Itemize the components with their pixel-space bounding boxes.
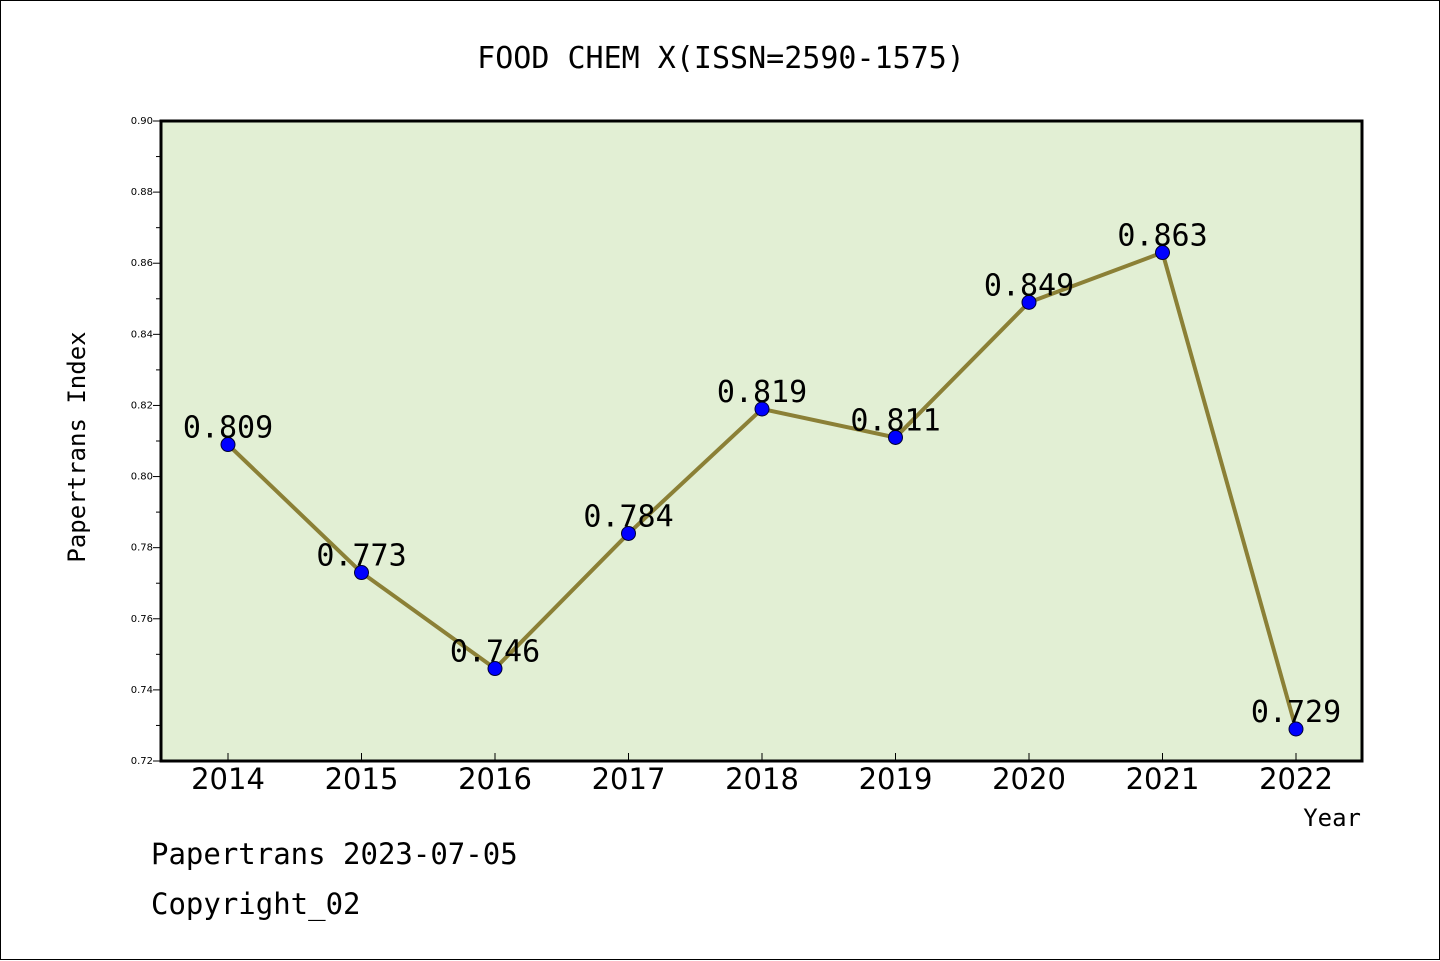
x-tick-label: 2016 xyxy=(458,762,532,796)
data-label: 0.863 xyxy=(1117,219,1207,254)
footer-copyright: Copyright_02 xyxy=(151,887,361,921)
x-tick-label: 2017 xyxy=(592,762,666,796)
data-point xyxy=(754,401,770,417)
y-tick-label: 0.86 xyxy=(131,258,153,269)
data-label: 0.849 xyxy=(984,268,1074,303)
data-point xyxy=(487,661,503,677)
data-label: 0.819 xyxy=(717,375,807,410)
x-tick-label: 2018 xyxy=(725,762,799,796)
data-label: 0.773 xyxy=(316,539,406,574)
data-point xyxy=(621,525,636,541)
data-label: 0.746 xyxy=(450,635,540,670)
data-point xyxy=(354,565,369,581)
x-tick-label: 2014 xyxy=(191,762,265,796)
data-point xyxy=(1288,721,1304,737)
x-tick-label: 2022 xyxy=(1259,762,1333,796)
data-label: 0.729 xyxy=(1251,695,1341,730)
x-tick-label: 2020 xyxy=(992,762,1066,796)
y-axis-label: Papertrans Index xyxy=(63,331,91,562)
data-label: 0.784 xyxy=(583,499,673,534)
x-axis-ticks: 2014 2015 2016 2017 2018 2019 2020 2021 2022 xyxy=(191,753,1333,796)
chart-title: FOOD CHEM X(ISSN=2590-1575) xyxy=(477,41,965,76)
data-label: 0.809 xyxy=(183,411,273,446)
data-point xyxy=(220,437,236,453)
data-point xyxy=(1155,245,1170,261)
y-axis-ticks: 0.72 0.74 0.76 0.78 0.80 0.82 0.84 0.86 0.88 0.90 xyxy=(131,116,161,767)
y-tick-label: 0.84 xyxy=(131,329,153,340)
x-tick-label: 2015 xyxy=(325,762,399,796)
x-axis-label: Year xyxy=(1303,804,1361,832)
plot-area xyxy=(159,119,1364,763)
y-tick-label: 0.78 xyxy=(131,543,153,554)
series-group: 0.809 0.773 0.746 0.784 0.819 0.811 0.849 0.863… xyxy=(183,219,1341,737)
y-tick-label: 0.80 xyxy=(131,472,153,483)
y-tick-label: 0.76 xyxy=(131,614,153,625)
data-point xyxy=(888,429,903,445)
y-tick-label: 0.82 xyxy=(131,400,153,411)
y-tick-label: 0.72 xyxy=(131,756,153,767)
x-tick-label: 2021 xyxy=(1126,762,1200,796)
y-tick-label: 0.74 xyxy=(131,685,153,696)
y-tick-label: 0.88 xyxy=(131,187,153,198)
data-point xyxy=(1021,294,1037,310)
data-label: 0.811 xyxy=(850,403,940,438)
y-tick-label: 0.90 xyxy=(131,116,153,127)
x-tick-label: 2019 xyxy=(859,762,933,796)
footer-date: Papertrans 2023-07-05 xyxy=(151,837,518,871)
